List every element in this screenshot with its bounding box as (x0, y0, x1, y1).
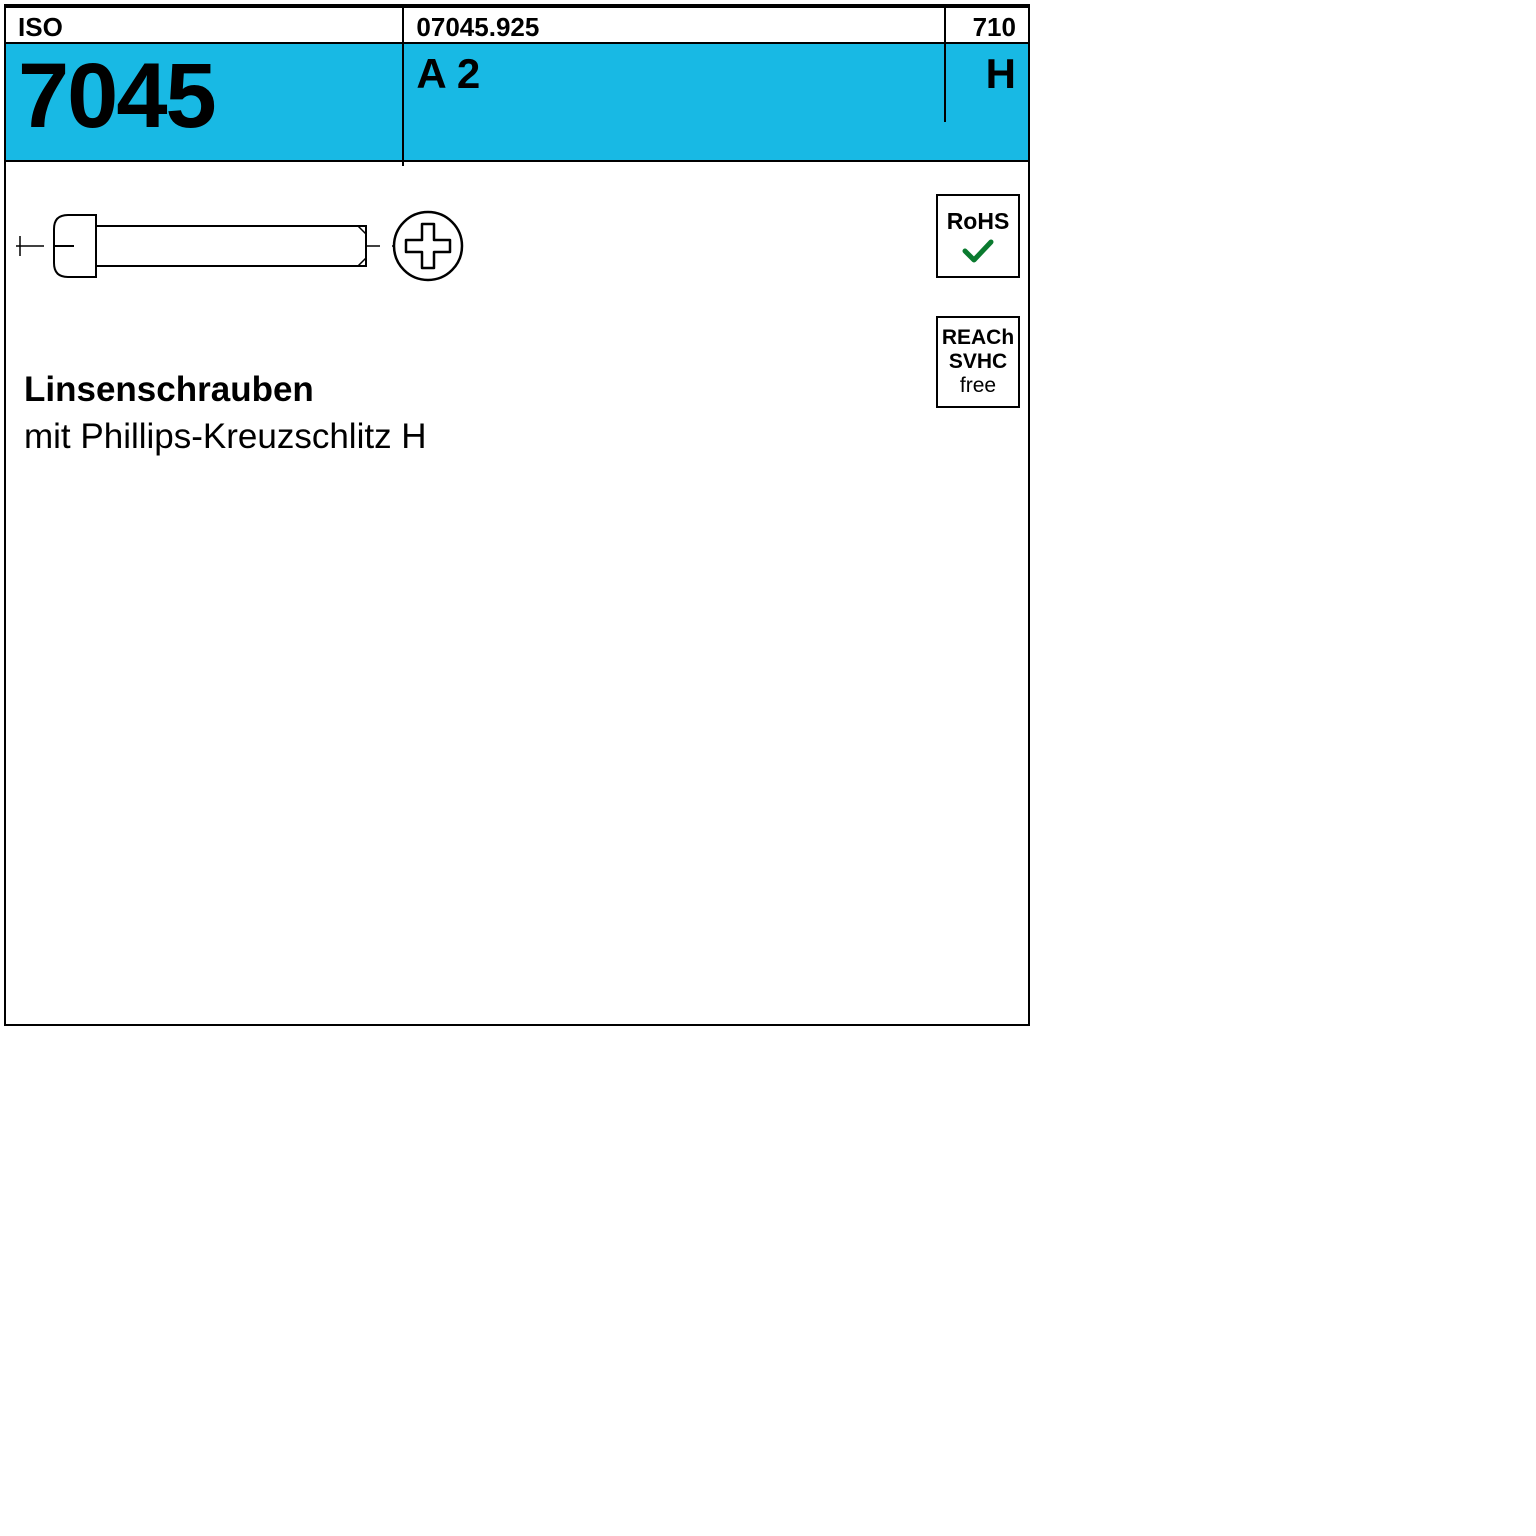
product-description: Linsenschrauben mit Phillips-Kreuzschlit… (24, 366, 427, 461)
standard-number: 7045 (6, 44, 404, 166)
ref-code: 710 (946, 8, 1028, 42)
check-icon (961, 237, 995, 265)
drive-type: H (946, 44, 1028, 122)
article-code: 07045.925 (404, 8, 946, 42)
reach-line-1: REACh (942, 326, 1014, 350)
reach-line-2: SVHC (949, 350, 1007, 374)
reach-badge: REACh SVHC free (936, 316, 1020, 408)
desc-line-2: mit Phillips-Kreuzschlitz H (24, 413, 427, 460)
main-id-row: 7045 A 2 H (6, 44, 1028, 162)
header-row: ISO 07045.925 710 (6, 6, 1028, 44)
material-grade: A 2 (404, 44, 946, 122)
desc-line-1: Linsenschrauben (24, 366, 427, 413)
rohs-badge: RoHS (936, 194, 1020, 278)
rohs-label: RoHS (947, 208, 1010, 235)
product-label-card: ISO 07045.925 710 7045 A 2 H Linsenschra… (4, 4, 1030, 1026)
reach-line-3: free (960, 374, 996, 398)
diagram-area: Linsenschrauben mit Phillips-Kreuzschlit… (6, 162, 1028, 1022)
standard-label: ISO (6, 8, 404, 42)
screw-diagram (14, 186, 494, 306)
